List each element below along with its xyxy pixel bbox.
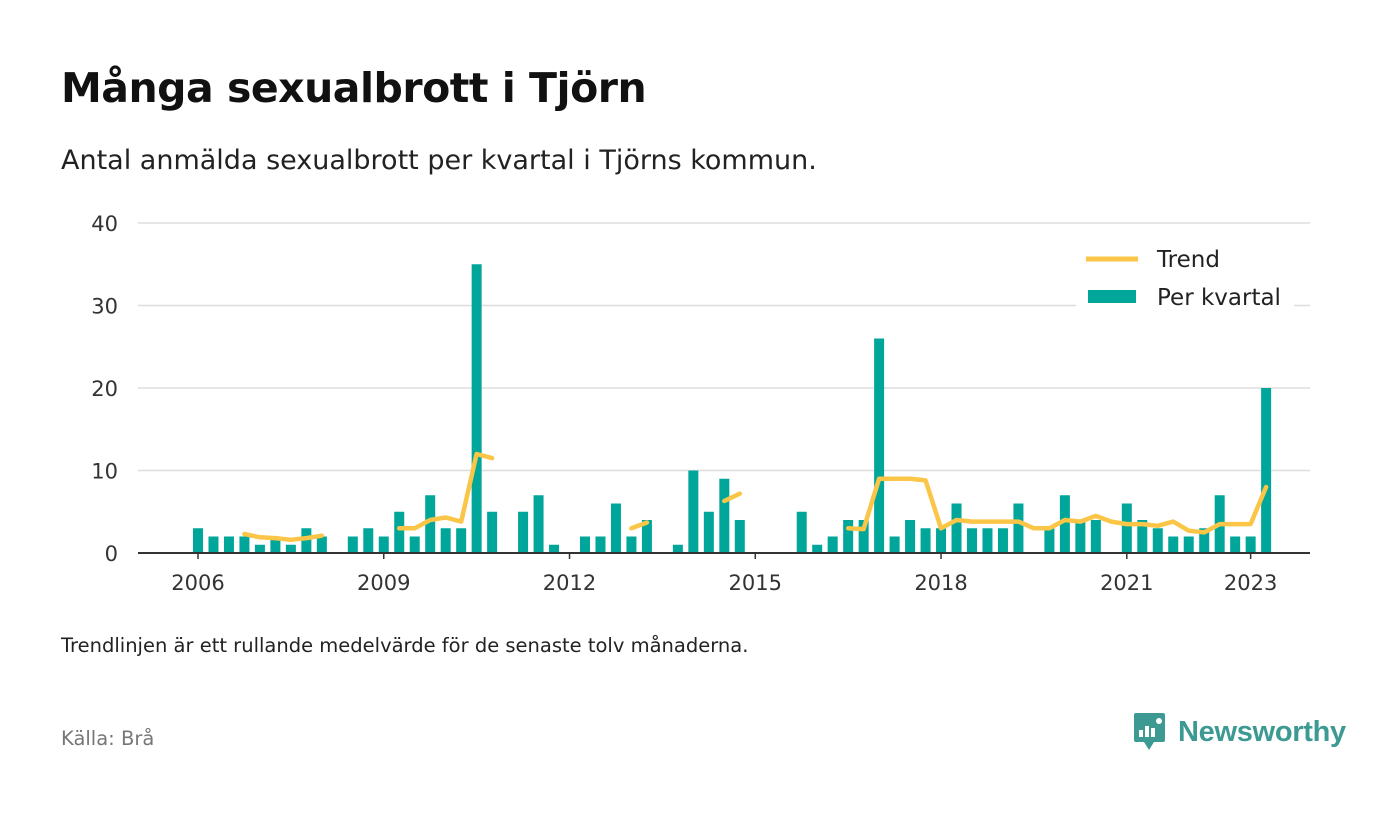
x-tick-label: 2006 bbox=[171, 571, 224, 595]
legend-bar-swatch bbox=[1088, 290, 1136, 303]
bar bbox=[301, 528, 312, 553]
trend-line-segment bbox=[396, 451, 495, 531]
bar bbox=[734, 520, 745, 553]
bar bbox=[997, 528, 1008, 553]
bar bbox=[595, 536, 606, 553]
bar bbox=[1090, 520, 1101, 553]
trend-line-segment bbox=[722, 491, 743, 504]
x-tick-label: 2012 bbox=[543, 571, 596, 595]
bar bbox=[967, 528, 977, 553]
bar bbox=[394, 511, 405, 553]
bar bbox=[1245, 536, 1256, 553]
bar bbox=[719, 478, 730, 553]
x-tick-label: 2018 bbox=[914, 571, 967, 595]
bar bbox=[858, 520, 869, 553]
y-tick-label: 10 bbox=[91, 460, 118, 484]
legend-bar-label: Per kvartal bbox=[1157, 285, 1281, 311]
trend-line-segment bbox=[629, 520, 650, 531]
bar bbox=[703, 511, 714, 553]
x-tick-label: 2009 bbox=[357, 571, 410, 595]
bar bbox=[409, 536, 420, 553]
bar bbox=[688, 470, 699, 553]
bar bbox=[905, 520, 916, 553]
bar bbox=[193, 528, 203, 553]
y-tick-label: 20 bbox=[91, 377, 118, 401]
bar bbox=[610, 503, 621, 553]
bar bbox=[1044, 528, 1055, 553]
bar bbox=[440, 528, 451, 553]
bar bbox=[889, 536, 900, 553]
x-tick-label: 2015 bbox=[729, 571, 782, 595]
bar bbox=[270, 536, 281, 553]
bar bbox=[425, 495, 436, 553]
bar bbox=[239, 536, 250, 553]
bar bbox=[487, 511, 498, 553]
bar bbox=[533, 495, 544, 553]
chart-title: Många sexualbrott i Tjörn bbox=[61, 64, 647, 112]
footnote: Trendlinjen är ett rullande medelvärde f… bbox=[61, 634, 749, 657]
bar bbox=[920, 528, 931, 553]
bar bbox=[1152, 528, 1163, 553]
bar bbox=[1183, 536, 1194, 553]
bar bbox=[347, 536, 358, 553]
bar bbox=[549, 544, 560, 553]
bar bbox=[827, 536, 838, 553]
x-tick-label: 2023 bbox=[1224, 571, 1277, 595]
legend-trend-label: Trend bbox=[1156, 247, 1220, 273]
bar bbox=[843, 520, 854, 553]
bar bbox=[456, 528, 467, 553]
bar bbox=[936, 528, 947, 553]
bar bbox=[1230, 536, 1241, 553]
bar bbox=[285, 544, 296, 553]
bar bbox=[363, 528, 374, 553]
bar bbox=[223, 536, 234, 553]
bar bbox=[378, 536, 389, 553]
brand-name: Newsworthy bbox=[1178, 715, 1346, 748]
bar bbox=[580, 536, 590, 553]
bar bbox=[1075, 520, 1086, 553]
bar bbox=[951, 503, 962, 553]
bar bbox=[1137, 520, 1148, 553]
bar bbox=[874, 338, 885, 553]
newsworthy-logo-icon bbox=[1134, 713, 1165, 750]
y-tick-label: 30 bbox=[91, 295, 118, 319]
bar bbox=[208, 536, 219, 553]
y-tick-label: 0 bbox=[105, 542, 118, 566]
trend-line-segment bbox=[242, 531, 325, 543]
bar bbox=[471, 264, 482, 553]
source-label: Källa: Brå bbox=[61, 727, 155, 750]
bar bbox=[316, 536, 327, 553]
bar bbox=[1261, 388, 1272, 553]
bar bbox=[626, 536, 637, 553]
bar bbox=[982, 528, 993, 553]
bar bbox=[1199, 528, 1210, 553]
bar bbox=[1121, 503, 1132, 553]
brand-logo: Newsworthy bbox=[1133, 712, 1346, 752]
bar bbox=[672, 544, 683, 553]
bar bbox=[518, 511, 529, 553]
chart-subtitle: Antal anmälda sexualbrott per kvartal i … bbox=[61, 145, 817, 176]
bar bbox=[796, 511, 807, 553]
bar bbox=[1168, 536, 1179, 553]
trend-line-segment bbox=[845, 476, 1269, 535]
bar bbox=[1013, 503, 1024, 553]
bar bbox=[641, 520, 652, 553]
bar bbox=[254, 544, 265, 553]
y-tick-label: 40 bbox=[91, 212, 118, 236]
bar bbox=[812, 544, 823, 553]
bar bbox=[1059, 495, 1070, 553]
x-tick-label: 2021 bbox=[1100, 571, 1153, 595]
